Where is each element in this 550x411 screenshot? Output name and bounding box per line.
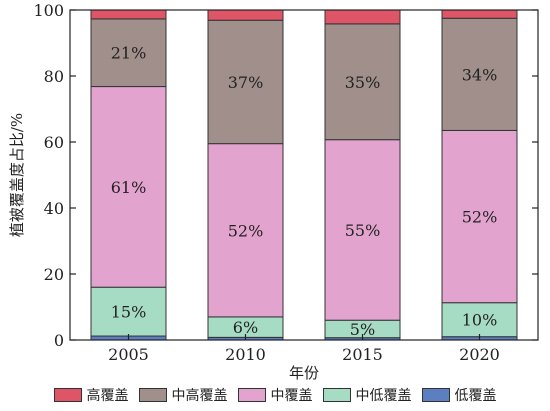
- bar-segment: [324, 23, 401, 141]
- segment-value-label: 37%: [228, 73, 264, 92]
- legend-swatch: [237, 388, 266, 402]
- legend-label: 高覆盖: [86, 388, 129, 404]
- y-tick-label: 40: [44, 199, 64, 218]
- segment-value-label: 52%: [228, 221, 264, 240]
- y-axis-ticks: 0 20 40 60 80 100: [33, 1, 538, 350]
- segment-value-label: 21%: [111, 44, 147, 63]
- y-tick-label: 60: [44, 133, 64, 152]
- legend-label: 中低覆盖: [355, 388, 412, 404]
- bar-segment: [441, 9, 518, 19]
- x-tick-label: 2005: [108, 345, 149, 364]
- legend-swatch: [322, 388, 351, 402]
- segment-value-label: 15%: [111, 303, 147, 322]
- bar-segment: [90, 9, 167, 20]
- legend-label: 中高覆盖: [171, 388, 228, 404]
- y-tick-label: 0: [54, 331, 64, 350]
- y-tick-label: 80: [44, 67, 64, 86]
- bar-segment: [90, 86, 167, 288]
- segment-value-label: 61%: [111, 178, 147, 197]
- bar-segment: [90, 18, 167, 88]
- bar-segment: [324, 9, 401, 25]
- y-tick-label: 20: [44, 265, 64, 284]
- bars-layer: [90, 9, 518, 341]
- y-axis-label: 植被覆盖度占比/%: [8, 113, 26, 237]
- legend-label: 中覆盖: [270, 388, 313, 404]
- bar-segment: [207, 9, 284, 21]
- x-tick-label: 2020: [459, 345, 500, 364]
- segment-value-label: 5%: [350, 320, 375, 339]
- x-axis-ticks: 2005 2010 2015 2020: [108, 334, 500, 364]
- segment-value-label: 55%: [345, 221, 381, 240]
- legend-item: 中高覆盖: [138, 385, 228, 405]
- bar-segment: [207, 19, 284, 145]
- legend-swatch: [421, 388, 450, 402]
- segment-value-label: 35%: [345, 73, 381, 92]
- x-axis-label: 年份: [289, 364, 319, 382]
- chart-legend: 高覆盖 中高覆盖 中覆盖 中低覆盖 低覆盖: [0, 383, 550, 407]
- bar-segment: [90, 286, 167, 337]
- legend-item: 中低覆盖: [322, 385, 412, 405]
- plot-frame: [69, 9, 539, 341]
- segment-labels-layer: 15% 61% 21% 6% 52% 37% 5% 55% 35% 10% 52% 34%: [111, 44, 498, 339]
- y-tick-label: 100: [33, 1, 64, 20]
- segment-value-label: 52%: [462, 208, 498, 227]
- legend-item: 中覆盖: [237, 385, 313, 405]
- legend-item: 高覆盖: [53, 385, 129, 405]
- legend-swatch: [53, 388, 82, 402]
- segment-value-label: 6%: [233, 318, 258, 337]
- legend-item: 低覆盖: [421, 385, 497, 405]
- bar-segment: [441, 129, 518, 304]
- legend-label: 低覆盖: [454, 388, 497, 404]
- x-tick-label: 2010: [225, 345, 266, 364]
- x-tick-label: 2015: [342, 345, 383, 364]
- segment-value-label: 34%: [462, 65, 498, 84]
- segment-value-label: 10%: [462, 311, 498, 330]
- legend-swatch: [138, 388, 167, 402]
- bar-segment: [207, 143, 284, 318]
- bar-segment: [441, 17, 518, 131]
